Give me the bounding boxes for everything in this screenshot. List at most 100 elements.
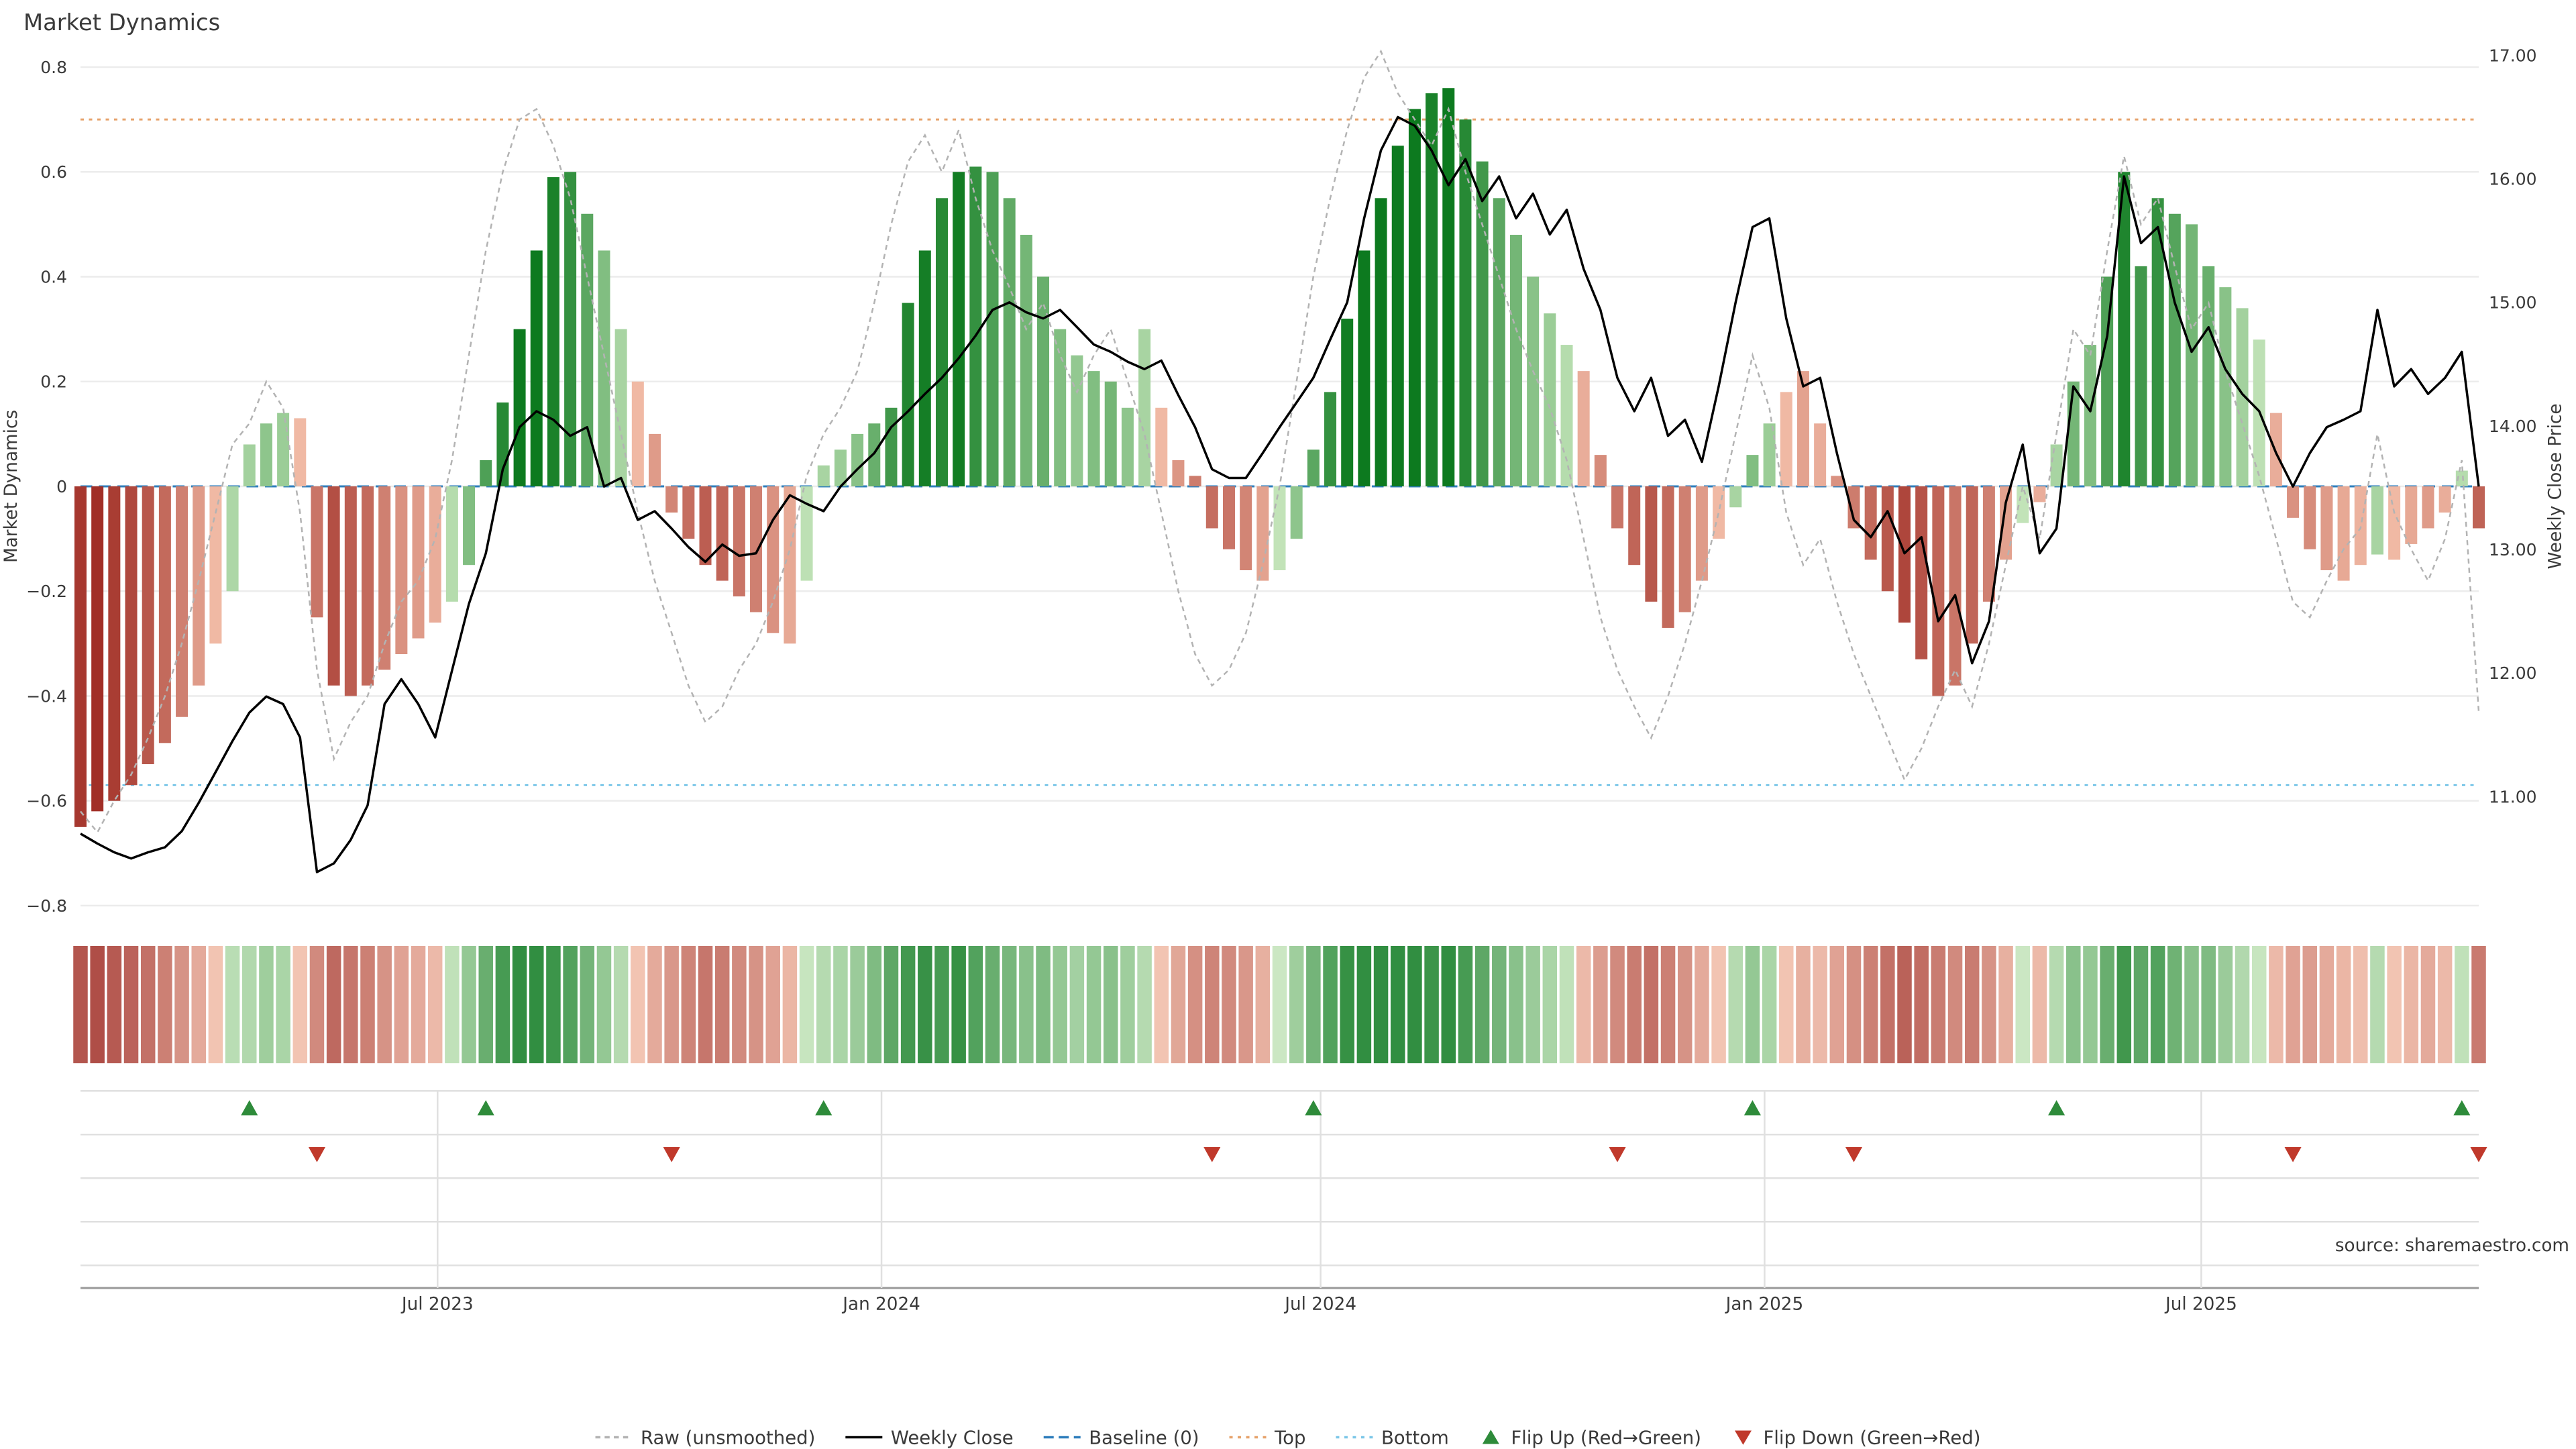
heatmap-cell	[529, 946, 544, 1063]
dynamics-bar	[1408, 109, 1421, 486]
heatmap-cell	[1525, 946, 1540, 1063]
heatmap-cell	[2184, 946, 2199, 1063]
legend-item: Top	[1229, 1428, 1305, 1449]
heatmap-cell	[613, 946, 629, 1063]
dynamics-bar	[614, 329, 627, 486]
heatmap-cell	[714, 946, 730, 1063]
dynamics-bar	[1375, 198, 1387, 486]
dynamics-bar	[1966, 486, 1978, 644]
dynamics-bar	[935, 198, 948, 486]
heatmap-cell	[1559, 946, 1574, 1063]
heatmap-cell	[1660, 946, 1676, 1063]
heatmap-strip	[73, 946, 2486, 1063]
heatmap-cell	[1644, 946, 1659, 1063]
right-tick-label: 11.00	[2489, 787, 2537, 806]
page-title: Market Dynamics	[23, 9, 220, 36]
heatmap-cell	[1677, 946, 1693, 1063]
dynamics-bar	[1222, 486, 1235, 549]
heatmap-cell	[1053, 946, 1067, 1063]
heatmap-cell	[1458, 946, 1473, 1063]
dynamics-bar	[2168, 213, 2181, 486]
dynamics-bar	[598, 250, 610, 486]
heatmap-cell	[2015, 946, 2030, 1063]
dynamics-bar	[260, 423, 272, 486]
heatmap-cell	[1863, 946, 1878, 1063]
price-lines	[80, 49, 2480, 873]
heatmap-cell	[1289, 946, 1304, 1063]
legend-label: Flip Up (Red→Green)	[1511, 1428, 1701, 1449]
dynamics-bar	[125, 486, 138, 786]
dynamics-bar	[1493, 198, 1505, 486]
left-axis-label: Market Dynamics	[1, 410, 21, 563]
heatmap-cell	[512, 946, 527, 1063]
right-tick-label: 12.00	[2489, 663, 2537, 683]
heatmap-cell	[883, 946, 899, 1063]
dynamics-bar	[2371, 486, 2383, 555]
dynamics-bar	[2084, 345, 2096, 486]
dynamics-bar	[1932, 486, 1945, 696]
dynamics-bar	[2287, 486, 2300, 518]
heatmap-cell	[816, 946, 831, 1063]
heatmap-cell	[2100, 946, 2114, 1063]
heatmap-cell	[2336, 946, 2351, 1063]
source-note: source: sharemaestro.com	[2335, 1236, 2569, 1256]
dynamics-bar	[1763, 423, 1776, 486]
dynamics-bar	[2236, 308, 2249, 486]
legend-item: Baseline (0)	[1043, 1428, 1199, 1449]
dynamics-bar	[2269, 413, 2282, 486]
heatmap-cell	[1593, 946, 1608, 1063]
heatmap-cell	[1205, 946, 1220, 1063]
heatmap-cell	[2471, 946, 2486, 1063]
heatmap-cell	[208, 946, 223, 1063]
heatmap-cell	[749, 946, 763, 1063]
heatmap-cell	[900, 946, 916, 1063]
dynamics-bar	[277, 413, 290, 486]
dynamics-bar	[547, 177, 559, 486]
flip-up-marker	[2048, 1100, 2065, 1116]
heatmap-cell	[1103, 946, 1118, 1063]
dynamics-bar	[1560, 345, 1573, 486]
heatmap-cell	[732, 946, 747, 1063]
flip-up-marker	[815, 1100, 833, 1116]
legend-item: Weekly Close	[845, 1428, 1014, 1449]
dynamics-bar	[1426, 93, 1438, 486]
heatmap-cell	[1441, 946, 1456, 1063]
heatmap-cell	[2150, 946, 2165, 1063]
dynamics-bar	[311, 486, 323, 618]
heatmap-cell	[158, 946, 172, 1063]
dynamics-bar	[1324, 392, 1337, 486]
dynamics-bar	[2050, 444, 2063, 486]
left-tick-label: −0.4	[26, 686, 67, 706]
flip-up-marker	[2453, 1100, 2471, 1116]
heatmap-cell	[867, 946, 882, 1063]
heatmap-cell	[2116, 946, 2132, 1063]
dynamics-bar	[1594, 455, 1607, 486]
dynamics-bar	[918, 250, 931, 486]
dynamics-bar	[1189, 476, 1201, 486]
heatmap-cell	[427, 946, 443, 1063]
dynamics-bar	[1746, 455, 1759, 486]
dynamics-bar	[784, 486, 796, 644]
dynamics-bar	[2422, 486, 2434, 529]
heatmap-cell	[1695, 946, 1709, 1063]
dynamics-bar	[2304, 486, 2316, 549]
heatmap-cell	[309, 946, 325, 1063]
heatmap-cell	[1036, 946, 1051, 1063]
dynamics-bar	[1003, 198, 1016, 486]
dynamics-bar	[665, 486, 678, 513]
heatmap-cell	[2353, 946, 2368, 1063]
dynamics-bar	[1982, 486, 1995, 602]
dynamics-bar	[2438, 486, 2451, 513]
dynamics-bar	[1847, 486, 1860, 529]
dynamics-bar	[1695, 486, 1708, 581]
flip-up-marker	[1305, 1100, 1322, 1116]
dynamics-bar	[2202, 266, 2215, 486]
heatmap-cell	[1762, 946, 1777, 1063]
dynamics-bar	[2405, 486, 2418, 544]
legend: Raw (unsmoothed) Weekly Close Baseline (0)…	[595, 1428, 1980, 1449]
heatmap-cell	[343, 946, 358, 1063]
axis-tick-labels: Jul 2023 Jan 2024 Jul 2024 Jan 2025 Jul 2025…	[26, 46, 2536, 1314]
heatmap-cell	[546, 946, 561, 1063]
heatmap-cell	[1711, 946, 1726, 1063]
heatmap-cell	[1576, 946, 1591, 1063]
